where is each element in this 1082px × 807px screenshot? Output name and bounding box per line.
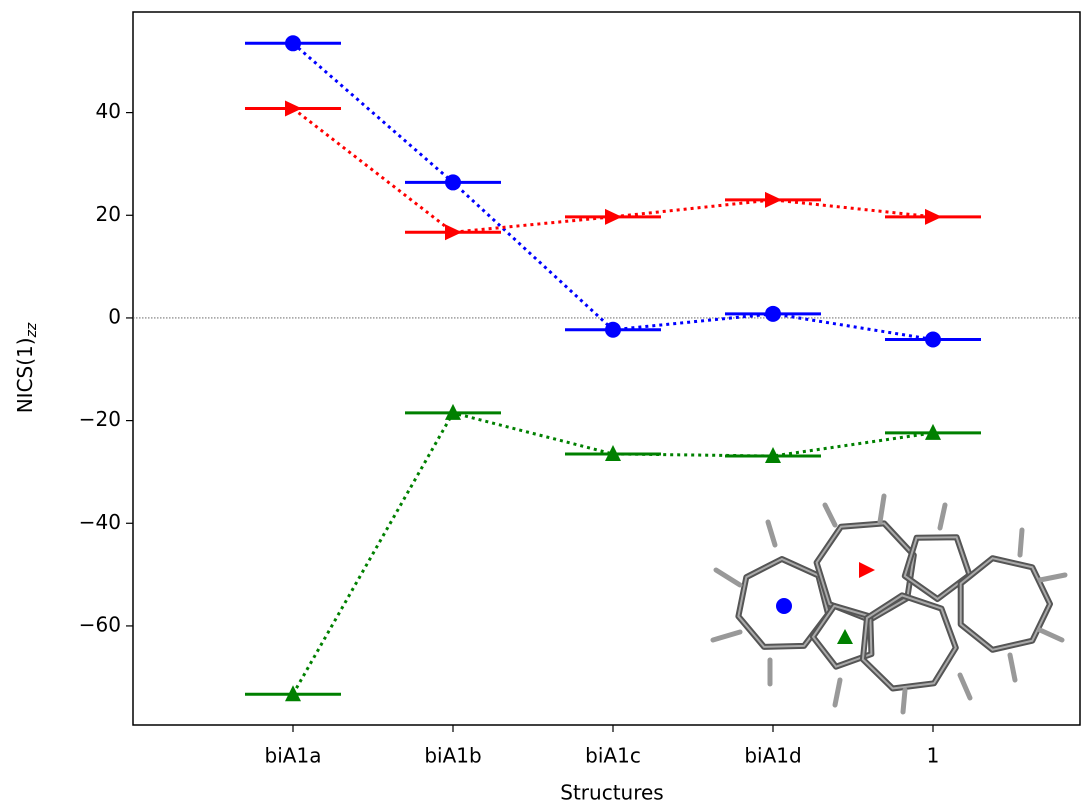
hydrogen-bond (1020, 530, 1022, 555)
plot-frame (133, 12, 1080, 725)
x-tick-label: 1 (927, 744, 940, 768)
y-tick-label: −40 (79, 510, 121, 534)
x-axis-label: Structures (560, 781, 663, 805)
hydrogen-bond (903, 690, 905, 712)
chart: Structures NICS(1)zz −60 −40 −20 0 20 40 biA1a… (0, 0, 1082, 807)
hydrogen-bond (825, 505, 835, 525)
hydrogen-bond (716, 570, 740, 585)
y-axis-label: NICS(1)zz (13, 322, 41, 413)
point-marker (445, 174, 461, 190)
point-marker (285, 35, 301, 51)
x-tick-label: biA1a (265, 744, 322, 768)
y-tick-label: −60 (79, 612, 121, 636)
hydrogen-bond (960, 675, 970, 698)
point-marker (605, 322, 621, 338)
y-label-main: NICS(1) (13, 337, 37, 413)
point-marker (925, 331, 941, 347)
hydrogen-bond (880, 496, 884, 522)
x-tick-label: biA1c (585, 744, 641, 768)
point-marker (925, 209, 942, 225)
inset-marker (859, 562, 875, 578)
x-tick-label: biA1b (424, 744, 481, 768)
molecule-inset (713, 496, 1065, 712)
hydrogen-bond (835, 680, 840, 705)
y-label-sub: zz (24, 322, 40, 338)
hydrogen-bond (940, 505, 945, 528)
inset-marker (776, 598, 792, 614)
point-marker (445, 224, 462, 240)
x-tick-label: biA1d (744, 744, 801, 768)
inset-marker (837, 629, 853, 644)
point-marker (605, 209, 622, 225)
hydrogen-bond (1040, 630, 1062, 640)
hydrogen-bond (1040, 575, 1065, 580)
y-tick-label: 40 (96, 99, 121, 123)
point-marker (765, 306, 781, 322)
hydrogen-bond (1010, 655, 1015, 680)
y-tick-label: 20 (96, 202, 121, 226)
hydrogen-bond (768, 522, 775, 545)
series-line (293, 43, 933, 339)
hydrogen-bond (713, 632, 740, 640)
point-marker (765, 192, 782, 208)
y-tick-label: −20 (79, 407, 121, 431)
y-tick-label: 0 (108, 304, 121, 328)
